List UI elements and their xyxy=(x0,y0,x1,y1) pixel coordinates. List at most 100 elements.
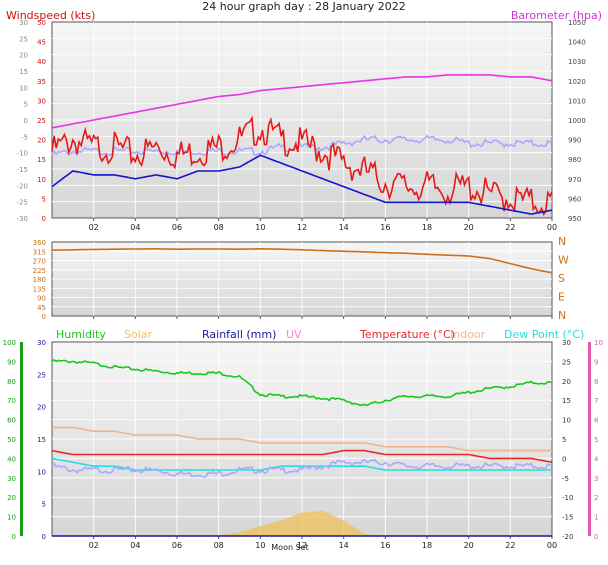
direction-tick-label: 45 xyxy=(37,304,46,312)
temp-tick-label: 0 xyxy=(562,455,566,463)
temp-tick-label: -15 xyxy=(562,514,573,522)
x-tick-label: 22 xyxy=(505,223,515,232)
temp-tick-label: 30 xyxy=(562,339,571,347)
temp-tick-label: 10 xyxy=(562,417,571,425)
barometer-hpa-line xyxy=(51,74,553,129)
x-tick-label: 04 xyxy=(130,223,140,232)
humidity-tick-label: 0 xyxy=(12,533,16,541)
direction-tick-label: 90 xyxy=(37,295,46,303)
x-tick-label: 06 xyxy=(172,223,182,232)
rain-tick-label: 10 xyxy=(37,468,46,476)
legend-dew: Dew Point (°C) xyxy=(504,328,584,341)
x-tick-label: 10 xyxy=(255,223,265,232)
x-tick-label: 08 xyxy=(214,223,224,232)
wind-inner-tick-label: 25 xyxy=(37,117,46,125)
x-tick-label: 00 xyxy=(547,541,557,550)
humidity-tick-label: 90 xyxy=(7,358,16,366)
temp-tick-label: 20 xyxy=(562,378,571,386)
uv-tick-label: 4 xyxy=(594,455,599,463)
moon-set-label: Moon Set xyxy=(271,543,308,552)
uv-tick-label: 5 xyxy=(594,436,598,444)
wind-inner-tick-label: 45 xyxy=(37,39,46,47)
wind-outer-tick-label: -20 xyxy=(17,182,28,190)
baro-tick-label: 990 xyxy=(568,137,581,145)
baro-tick-label: 970 xyxy=(568,176,581,184)
wind-inner-tick-label: 5 xyxy=(42,195,46,203)
uv-tick-label: 8 xyxy=(594,378,598,386)
wind-inner-tick-label: 10 xyxy=(37,176,46,184)
uv-tick-label: 0 xyxy=(594,533,598,541)
direction-tick-label: 225 xyxy=(33,267,46,275)
temp-tick-label: -10 xyxy=(562,494,573,502)
wind-outer-tick-label: 25 xyxy=(19,35,28,43)
temp-tick-label: -20 xyxy=(562,533,573,541)
humidity-line xyxy=(51,359,553,407)
wind-outer-tick-label: -30 xyxy=(17,215,28,223)
wind-outer-tick-label: 30 xyxy=(19,19,28,27)
legend-uv: UV xyxy=(286,328,302,341)
direction-tick-label: 270 xyxy=(33,258,46,266)
minor-series-line xyxy=(51,458,553,478)
x-tick-label: 00 xyxy=(547,223,557,232)
wind-inner-tick-label: 40 xyxy=(37,58,46,66)
baro-tick-label: 1020 xyxy=(568,78,586,86)
rain-tick-label: 5 xyxy=(42,501,46,509)
dew-point-c-line xyxy=(51,457,552,471)
wind-outer-tick-label: -25 xyxy=(17,199,28,207)
wind-outer-tick-label: 20 xyxy=(19,52,28,60)
barometer-axis-title: Barometer (hpa) xyxy=(511,9,602,22)
wind-outer-tick-label: 15 xyxy=(19,68,28,76)
x-tick-label: 14 xyxy=(339,541,349,550)
compass-tick-label: N xyxy=(558,309,566,322)
windspeed-kts-line xyxy=(51,115,553,216)
wind-inner-tick-label: 15 xyxy=(37,156,46,164)
x-tick-label: 10 xyxy=(255,541,265,550)
legend-temp: Temperature (°C) xyxy=(359,328,455,341)
baro-tick-label: 980 xyxy=(568,156,581,164)
temp-tick-label: 5 xyxy=(562,436,566,444)
temp-tick-label: -5 xyxy=(562,475,569,483)
wind-outer-tick-label: 5 xyxy=(24,101,28,109)
temp-tick-label: 25 xyxy=(562,358,571,366)
rain-tick-label: 20 xyxy=(37,404,46,412)
temperature-c-line xyxy=(51,449,553,464)
humidity-tick-label: 40 xyxy=(7,455,16,463)
x-tick-label: 16 xyxy=(380,541,390,550)
wind-outer-tick-label: -10 xyxy=(17,150,28,158)
wind-outer-tick-label: 0 xyxy=(24,117,28,125)
legend-humidity: Humidity xyxy=(56,328,106,341)
humidity-tick-label: 20 xyxy=(7,494,16,502)
baro-tick-label: 1000 xyxy=(568,117,586,125)
wind-outer-tick-label: -5 xyxy=(21,133,28,141)
baro-tick-label: 960 xyxy=(568,195,581,203)
rain-tick-label: 25 xyxy=(37,371,46,379)
wind-inner-tick-label: 20 xyxy=(37,137,46,145)
dir-line xyxy=(52,248,553,274)
x-tick-label: 20 xyxy=(464,541,474,550)
indoor-line xyxy=(52,426,552,452)
x-tick-label: 18 xyxy=(422,541,432,550)
legend-indoor: Indoor xyxy=(450,328,486,341)
baro-tick-label: 1050 xyxy=(568,19,586,27)
wind-outer-tick-label: -15 xyxy=(17,166,28,174)
compass-tick-label: E xyxy=(558,291,565,304)
x-tick-label: 12 xyxy=(297,223,307,232)
humidity-tick-label: 10 xyxy=(7,514,16,522)
humidity-tick-label: 80 xyxy=(7,378,16,386)
x-tick-label: 12 xyxy=(297,541,307,550)
uv-tick-label: 2 xyxy=(594,494,598,502)
direction-tick-label: 0 xyxy=(42,313,46,321)
x-tick-label: 06 xyxy=(172,541,182,550)
legend-solar: Solar xyxy=(124,328,153,341)
x-tick-label: 08 xyxy=(214,541,224,550)
uv-bar xyxy=(588,342,591,536)
uv-tick-label: 1 xyxy=(594,514,598,522)
rain-tick-label: 15 xyxy=(37,436,46,444)
wind-inner-tick-label: 30 xyxy=(37,97,46,105)
humidity-tick-label: 50 xyxy=(7,436,16,444)
x-tick-label: 22 xyxy=(505,541,515,550)
direction-tick-label: 135 xyxy=(33,285,46,293)
legend-rain: Rainfall (mm) xyxy=(202,328,276,341)
